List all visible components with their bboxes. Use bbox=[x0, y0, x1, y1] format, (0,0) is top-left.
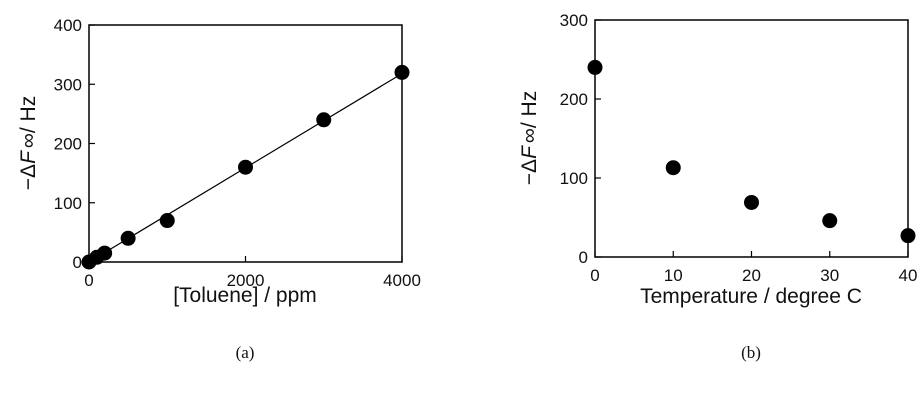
data-point-b-3 bbox=[822, 213, 838, 229]
y-tick-label-b-1: 100 bbox=[560, 169, 588, 188]
data-point-b-0 bbox=[587, 59, 603, 75]
data-point-a-6 bbox=[316, 112, 332, 128]
x-tick-label-b-2: 20 bbox=[742, 266, 761, 285]
a-points bbox=[81, 64, 410, 270]
plot-area-a bbox=[88, 24, 403, 263]
y-tick-label-a-3: 300 bbox=[54, 75, 82, 94]
data-point-a-4 bbox=[159, 213, 175, 229]
x-tick-label-a-1: 2000 bbox=[227, 271, 265, 290]
x-tick-label-b-0: 0 bbox=[590, 266, 599, 285]
b-ticks: 0 100 200 300 0 10 20 30 40 bbox=[560, 11, 918, 285]
x-axis-label-b: Temperature / degree C bbox=[640, 285, 862, 308]
x-tick-label-a-2: 4000 bbox=[383, 271, 421, 290]
y-tick-label-b-3: 300 bbox=[560, 11, 588, 30]
panel-label-b: (b) bbox=[741, 343, 761, 362]
data-point-a-7 bbox=[394, 64, 410, 80]
data-point-b-4 bbox=[900, 228, 916, 244]
y-tick-label-b-2: 200 bbox=[560, 90, 588, 109]
plot-area-b bbox=[594, 19, 909, 258]
b-points bbox=[587, 59, 916, 244]
panel-label-a: (a) bbox=[236, 343, 255, 362]
x-axis-label-a: [Toluene] / ppm bbox=[173, 284, 317, 307]
y-axis-label-a: −ΔF∞/ Hz bbox=[17, 96, 40, 190]
y-tick-label-a-4: 400 bbox=[54, 16, 82, 35]
x-tick-label-a-0: 0 bbox=[84, 271, 93, 290]
y-tick-label-b-0: 0 bbox=[579, 248, 588, 267]
data-point-b-2 bbox=[744, 194, 759, 210]
data-point-a-3 bbox=[120, 230, 136, 246]
data-point-a-2 bbox=[97, 245, 113, 261]
x-tick-label-b-1: 10 bbox=[664, 266, 683, 285]
x-tick-label-b-4: 40 bbox=[899, 266, 918, 285]
y-tick-label-a-1: 100 bbox=[54, 194, 82, 213]
y-tick-label-a-2: 200 bbox=[54, 135, 82, 154]
y-tick-label-a-0: 0 bbox=[73, 253, 82, 272]
chart-b: 0 100 200 300 0 10 20 30 40 Temperature / degree… bbox=[518, 11, 917, 362]
x-tick-label-b-3: 30 bbox=[820, 266, 839, 285]
data-point-b-1 bbox=[665, 160, 681, 176]
y-axis-label-b: −ΔF∞/ Hz bbox=[518, 91, 541, 185]
data-point-a-5 bbox=[238, 159, 253, 175]
